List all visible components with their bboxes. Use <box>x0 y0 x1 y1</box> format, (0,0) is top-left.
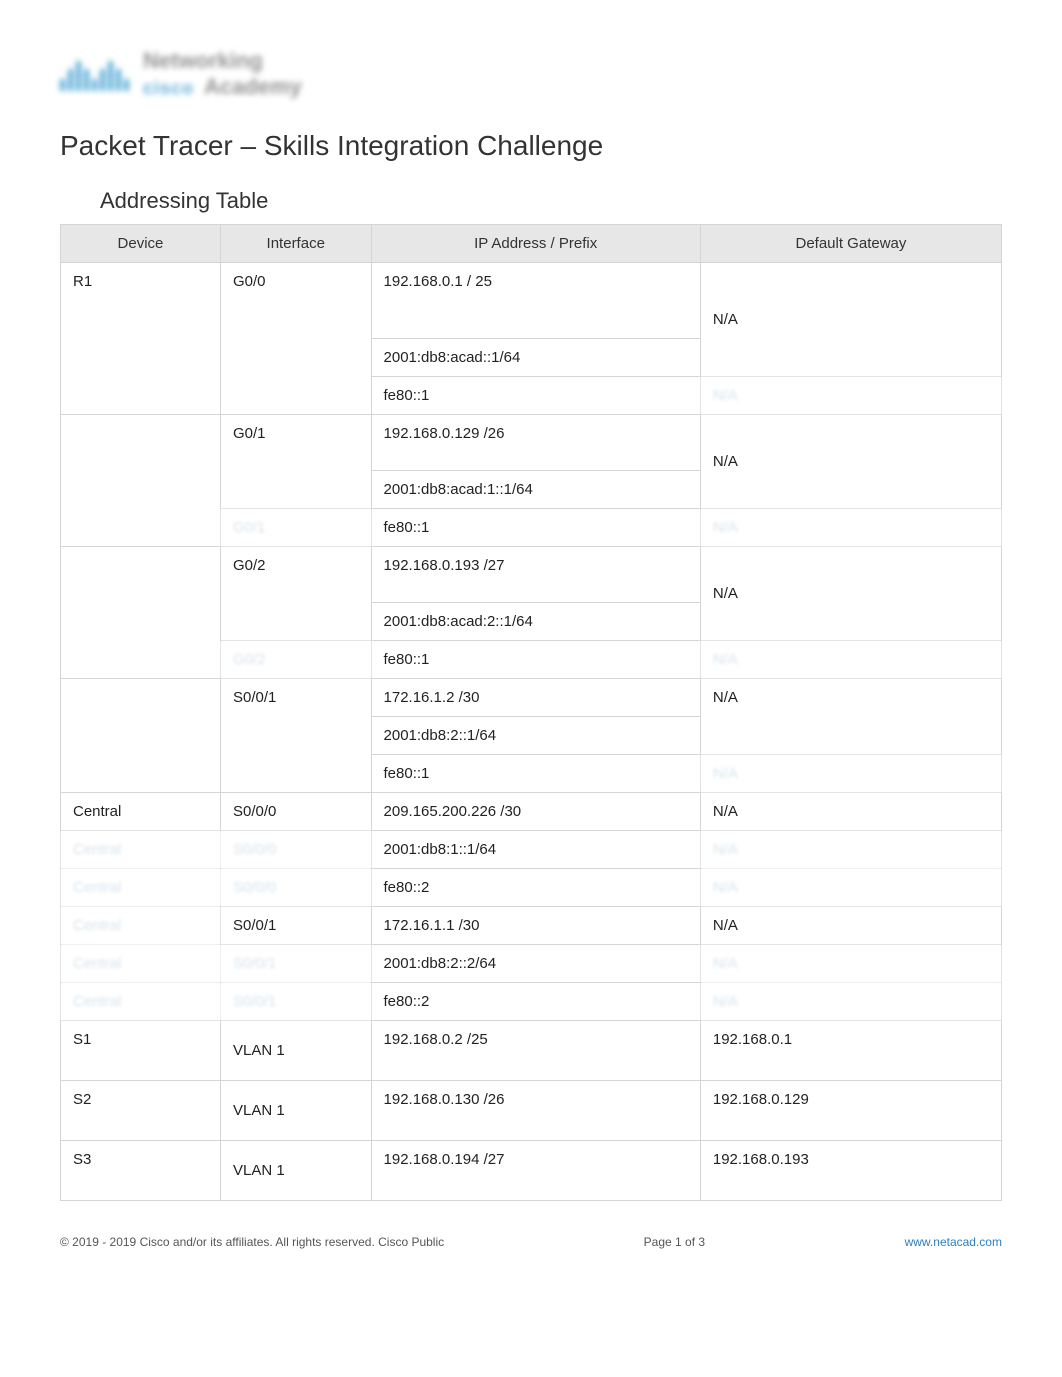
cell-ip: 192.168.0.194 /27 <box>371 1141 700 1201</box>
cell-device-empty <box>61 547 221 679</box>
cell-ip: 2001:db8:2::1/64 <box>371 717 700 755</box>
table-row: S0/0/1 172.16.1.2 /30 N/A <box>61 679 1002 717</box>
cell-device-empty <box>61 415 221 547</box>
cell-device-ghost: Central <box>61 831 221 869</box>
cell-device-ghost: Central <box>61 945 221 983</box>
cell-interface-ghost: S0/0/1 <box>220 983 371 1021</box>
cell-ip: 209.165.200.226 /30 <box>371 793 700 831</box>
cell-gateway: N/A <box>700 793 1001 831</box>
footer-copyright: © 2019 - 2019 Cisco and/or its affiliate… <box>60 1235 444 1249</box>
cell-interface-ghost: S0/0/0 <box>220 831 371 869</box>
table-row: G0/2 192.168.0.193 /27 N/A <box>61 547 1002 603</box>
cell-device: Central <box>61 793 221 831</box>
col-interface: Interface <box>220 225 371 263</box>
cell-device: S1 <box>61 1021 221 1081</box>
table-row: Central S0/0/0 fe80::2 N/A <box>61 869 1002 907</box>
addressing-table: Device Interface IP Address / Prefix Def… <box>60 224 1002 1201</box>
cell-gateway-ghost: N/A <box>700 869 1001 907</box>
cell-ip: 2001:db8:1::1/64 <box>371 831 700 869</box>
cisco-logo: Networking cisco Academy <box>60 48 1002 100</box>
cell-ip: 172.16.1.1 /30 <box>371 907 700 945</box>
cell-gateway: N/A <box>700 907 1001 945</box>
cell-interface: S0/0/1 <box>220 679 371 793</box>
logo-brand: cisco <box>143 78 194 99</box>
cell-device-ghost: Central <box>61 907 221 945</box>
cell-gateway-ghost: N/A <box>700 945 1001 983</box>
cell-ip: 2001:db8:2::2/64 <box>371 945 700 983</box>
cell-gateway-ghost: N/A <box>700 755 1001 793</box>
cell-ip: 2001:db8:acad:1::1/64 <box>371 471 700 509</box>
cell-ip: fe80::1 <box>371 509 700 547</box>
cell-ip: fe80::2 <box>371 983 700 1021</box>
table-row: S2 VLAN 1 192.168.0.130 /26 192.168.0.12… <box>61 1081 1002 1141</box>
col-ip: IP Address / Prefix <box>371 225 700 263</box>
cell-ip: 2001:db8:acad:2::1/64 <box>371 603 700 641</box>
cell-gateway: N/A <box>700 679 1001 755</box>
table-row: Central S0/0/1 2001:db8:2::2/64 N/A <box>61 945 1002 983</box>
cell-device-ghost: Central <box>61 983 221 1021</box>
cell-gateway: N/A <box>700 547 1001 641</box>
table-row: Central S0/0/0 2001:db8:1::1/64 N/A <box>61 831 1002 869</box>
cell-ip: 2001:db8:acad::1/64 <box>371 339 700 377</box>
cell-gateway-ghost: N/A <box>700 377 1001 415</box>
cell-interface: S0/0/0 <box>220 793 371 831</box>
cell-device: S2 <box>61 1081 221 1141</box>
cell-interface: G0/2 <box>220 547 371 641</box>
logo-text-line1: Networking <box>143 48 302 74</box>
cell-gateway: 192.168.0.129 <box>700 1081 1001 1141</box>
cell-ip: fe80::1 <box>371 641 700 679</box>
col-gateway: Default Gateway <box>700 225 1001 263</box>
logo-text-line2: Academy <box>204 74 302 100</box>
footer-page: Page 1 of 3 <box>644 1235 705 1249</box>
logo-bars-icon <box>60 57 129 91</box>
cell-interface-ghost: G0/2 <box>220 641 371 679</box>
cell-gateway: 192.168.0.193 <box>700 1141 1001 1201</box>
cell-ip: fe80::1 <box>371 377 700 415</box>
cell-interface: VLAN 1 <box>220 1081 371 1141</box>
cell-ip: fe80::2 <box>371 869 700 907</box>
table-header-row: Device Interface IP Address / Prefix Def… <box>61 225 1002 263</box>
cell-ip: 192.168.0.193 /27 <box>371 547 700 603</box>
cell-interface-ghost: S0/0/1 <box>220 945 371 983</box>
table-row: S1 VLAN 1 192.168.0.2 /25 192.168.0.1 <box>61 1021 1002 1081</box>
cell-ip: 192.168.0.130 /26 <box>371 1081 700 1141</box>
cell-interface: S0/0/1 <box>220 907 371 945</box>
cell-gateway-ghost: N/A <box>700 509 1001 547</box>
cell-gateway-ghost: N/A <box>700 641 1001 679</box>
cell-gateway: N/A <box>700 415 1001 509</box>
cell-interface-ghost: S0/0/0 <box>220 869 371 907</box>
cell-ip: 192.168.0.1 / 25 <box>371 263 700 339</box>
table-row: Central S0/0/0 209.165.200.226 /30 N/A <box>61 793 1002 831</box>
cell-interface-ghost: G0/1 <box>220 509 371 547</box>
cell-ip: 192.168.0.2 /25 <box>371 1021 700 1081</box>
cell-gateway: N/A <box>700 263 1001 377</box>
cell-gateway-ghost: N/A <box>700 983 1001 1021</box>
cell-device-ghost: Central <box>61 869 221 907</box>
page-footer: © 2019 - 2019 Cisco and/or its affiliate… <box>60 1235 1002 1249</box>
table-row: Central S0/0/1 fe80::2 N/A <box>61 983 1002 1021</box>
cell-interface: G0/1 <box>220 415 371 509</box>
table-row: S3 VLAN 1 192.168.0.194 /27 192.168.0.19… <box>61 1141 1002 1201</box>
table-row: R1 G0/0 192.168.0.1 / 25 N/A <box>61 263 1002 339</box>
cell-interface: G0/0 <box>220 263 371 415</box>
footer-link[interactable]: www.netacad.com <box>905 1235 1002 1249</box>
cell-ip: 172.16.1.2 /30 <box>371 679 700 717</box>
cell-ip: 192.168.0.129 /26 <box>371 415 700 471</box>
page-title: Packet Tracer – Skills Integration Chall… <box>60 130 1002 162</box>
cell-interface: VLAN 1 <box>220 1141 371 1201</box>
col-device: Device <box>61 225 221 263</box>
cell-ip: fe80::1 <box>371 755 700 793</box>
table-row: G0/1 192.168.0.129 /26 N/A <box>61 415 1002 471</box>
cell-gateway: 192.168.0.1 <box>700 1021 1001 1081</box>
table-row: Central S0/0/1 172.16.1.1 /30 N/A <box>61 907 1002 945</box>
section-heading: Addressing Table <box>100 188 1002 214</box>
cell-gateway-ghost: N/A <box>700 831 1001 869</box>
cell-device-empty <box>61 679 221 793</box>
cell-interface: VLAN 1 <box>220 1021 371 1081</box>
cell-device: R1 <box>61 263 221 415</box>
cell-device: S3 <box>61 1141 221 1201</box>
